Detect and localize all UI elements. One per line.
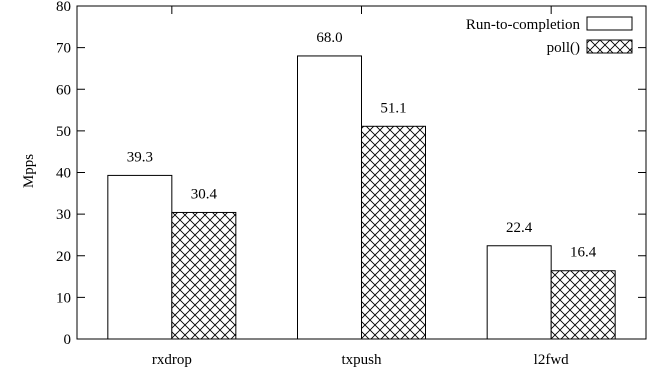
bar-poll-l2fwd bbox=[550, 270, 616, 340]
legend-label-run-to-completion: Run-to-completion bbox=[466, 17, 581, 33]
data-label-run-to-completion-l2fwd: 22.4 bbox=[506, 220, 533, 236]
y-tick-label: 80 bbox=[56, 0, 71, 15]
x-tick-label-l2fwd: l2fwd bbox=[534, 352, 569, 368]
data-label-poll-txpush: 51.1 bbox=[380, 100, 406, 116]
bar-run-to-completion-rxdrop bbox=[107, 174, 173, 340]
legend-label-poll: poll() bbox=[547, 40, 580, 56]
data-label-poll-l2fwd: 16.4 bbox=[570, 245, 597, 261]
y-tick-label: 30 bbox=[56, 207, 71, 223]
legend-swatch-poll bbox=[586, 39, 633, 54]
bar-poll-rxdrop bbox=[171, 211, 237, 340]
data-label-poll-rxdrop: 30.4 bbox=[191, 186, 218, 202]
y-tick-label: 50 bbox=[56, 124, 71, 140]
x-tick-label-rxdrop: rxdrop bbox=[152, 352, 192, 368]
bar-poll-txpush bbox=[361, 125, 426, 340]
y-tick-label: 0 bbox=[64, 332, 72, 348]
data-label-run-to-completion-txpush: 68.0 bbox=[316, 30, 342, 46]
y-tick-label: 40 bbox=[56, 166, 71, 182]
bar-run-to-completion-txpush bbox=[297, 55, 362, 340]
y-tick-label: 20 bbox=[56, 249, 71, 265]
legend-swatch-run-to-completion bbox=[586, 16, 633, 31]
legend: Run-to-completion poll() bbox=[466, 16, 633, 56]
y-tick-label: 70 bbox=[56, 41, 71, 57]
y-tick-label: 60 bbox=[56, 82, 71, 98]
plot-area: 0 10 20 30 40 50 60 70 80 39.3 30.4 rxdrop 68.0 51.1 t… bbox=[56, 0, 647, 368]
y-tick-label: 10 bbox=[56, 290, 71, 306]
x-tick-label-txpush: txpush bbox=[341, 352, 382, 368]
bar-run-to-completion-l2fwd bbox=[486, 245, 552, 340]
data-label-run-to-completion-rxdrop: 39.3 bbox=[127, 149, 153, 165]
y-axis-title: Mpps bbox=[21, 154, 37, 188]
